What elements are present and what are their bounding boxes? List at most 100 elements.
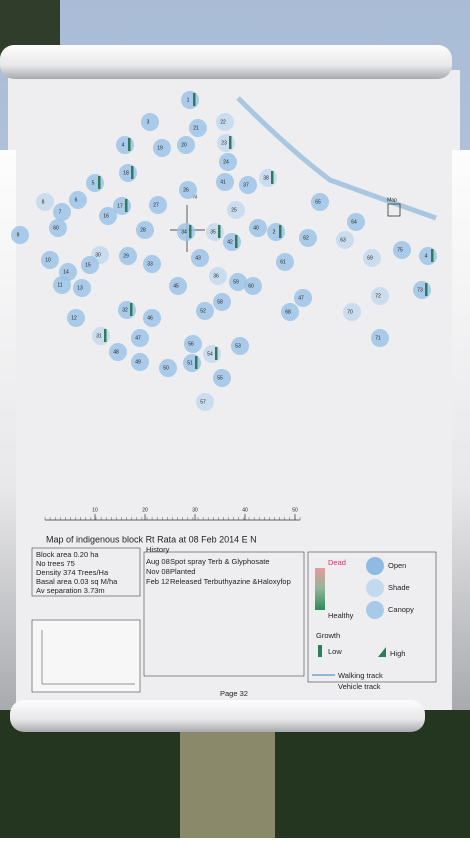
- tree-label: 60: [53, 225, 59, 231]
- tree-label: 24: [223, 159, 229, 165]
- tree-canopy: [294, 289, 312, 307]
- tree-canopy: [347, 213, 365, 231]
- tree-label: 51: [187, 360, 193, 366]
- tree-canopy: [143, 309, 161, 327]
- map-label: Map: [387, 197, 397, 203]
- legend-health-scale: [315, 568, 325, 610]
- tree-label: 7: [59, 209, 62, 215]
- growth-bar: [125, 199, 128, 212]
- history-date: Aug 08: [146, 557, 170, 566]
- growth-bar: [98, 176, 101, 189]
- tree-canopy: [276, 253, 294, 271]
- tree-label: 65: [315, 199, 321, 205]
- post: [180, 720, 275, 838]
- tree-label: 56: [188, 341, 194, 347]
- legend-open-symbol: [366, 557, 384, 575]
- growth-bar: [130, 303, 133, 316]
- pipe-top: [0, 45, 452, 79]
- tree-canopy: [216, 113, 234, 131]
- scale-label: 40: [242, 507, 248, 513]
- tree-canopy: [41, 251, 59, 269]
- tree-label: 37: [243, 182, 249, 188]
- size-chart: [31, 619, 141, 693]
- tree-canopy: [109, 343, 127, 361]
- tree-canopy: [149, 196, 167, 214]
- tree-canopy: [227, 201, 245, 219]
- tree-label: 31: [96, 333, 102, 339]
- tree-label: 8: [42, 199, 45, 205]
- tree-label: 13: [77, 285, 83, 291]
- history-box: [143, 551, 305, 677]
- scale-label: 30: [192, 507, 198, 513]
- growth-bar: [425, 283, 428, 296]
- tree-canopy: [69, 191, 87, 209]
- tree-label: 34: [181, 229, 187, 235]
- tree-canopy: [419, 247, 437, 265]
- history-action: Spot spray Terb & Glyphosate: [170, 557, 270, 566]
- growth-bar: [193, 93, 196, 106]
- tree-canopy: [196, 393, 214, 411]
- tree-label: 68: [285, 309, 291, 315]
- tree-canopy: [363, 249, 381, 267]
- tree-label: 18: [123, 170, 129, 176]
- tree-label: 26: [183, 187, 189, 193]
- tree-canopy: [143, 255, 161, 273]
- legend-low-symbol: [318, 645, 322, 657]
- growth-bar: [128, 138, 131, 151]
- tree-canopy: [239, 176, 257, 194]
- tree-canopy: [184, 335, 202, 353]
- tree-label: 23: [221, 140, 227, 146]
- tree-canopy: [371, 329, 389, 347]
- legend-high: High: [390, 649, 405, 658]
- tree-canopy: [141, 113, 159, 131]
- legend-growth: Growth: [316, 631, 340, 640]
- tree-canopy: [159, 359, 177, 377]
- legend-walking: Walking track: [338, 671, 383, 680]
- tree-label: 1: [187, 97, 190, 103]
- tree-canopy: [169, 277, 187, 295]
- tree-canopy: [219, 153, 237, 171]
- tree-canopy: [53, 203, 71, 221]
- tree-label: 21: [193, 125, 199, 131]
- tree-label: 64: [351, 219, 357, 225]
- tree-label: 27: [153, 202, 159, 208]
- tree-label: 20: [181, 142, 187, 148]
- history-action: Released Terbuthyazine &Haloxyfop: [170, 577, 291, 586]
- tree-label: 3: [147, 119, 150, 125]
- tree-label: 4: [425, 253, 428, 259]
- tree-canopy: [119, 247, 137, 265]
- growth-bar: [235, 235, 238, 248]
- legend-vehicle: Vehicle track: [338, 682, 381, 691]
- tree-canopy: [216, 173, 234, 191]
- tree-label: 55: [217, 375, 223, 381]
- footer: Page 32: [220, 689, 248, 698]
- walking-track: [236, 96, 437, 221]
- tree-label: 9: [17, 232, 20, 238]
- tree-label: 52: [200, 308, 206, 314]
- title: Map of indigenous block Rt Rata at 08 Fe…: [46, 534, 257, 544]
- tree-label: 2: [273, 229, 276, 235]
- tree-label: 42: [227, 239, 233, 245]
- tree-label: 38: [263, 175, 269, 181]
- tree-label: 60: [248, 283, 254, 289]
- growth-bar: [271, 171, 274, 184]
- tree-canopy: [131, 329, 149, 347]
- legend-canopy-symbol: [366, 601, 384, 619]
- tree-label: 33: [147, 261, 153, 267]
- growth-bar: [131, 166, 134, 179]
- tree-canopy: [281, 303, 299, 321]
- tree-canopy: [153, 139, 171, 157]
- tree-canopy: [311, 193, 329, 211]
- north: N: [193, 194, 197, 200]
- tree-canopy: [191, 249, 209, 267]
- legend-shade-symbol: [366, 579, 384, 597]
- growth-bar: [229, 136, 232, 149]
- tree-label: 59: [233, 279, 239, 285]
- history-title: History: [146, 545, 170, 554]
- legend-healthy: Healthy: [328, 611, 354, 620]
- tree-canopy: [209, 267, 227, 285]
- legend-box: [307, 551, 437, 683]
- tree-label: 71: [375, 335, 381, 341]
- history-action: Planted: [170, 567, 195, 576]
- tree-label: 11: [57, 282, 62, 288]
